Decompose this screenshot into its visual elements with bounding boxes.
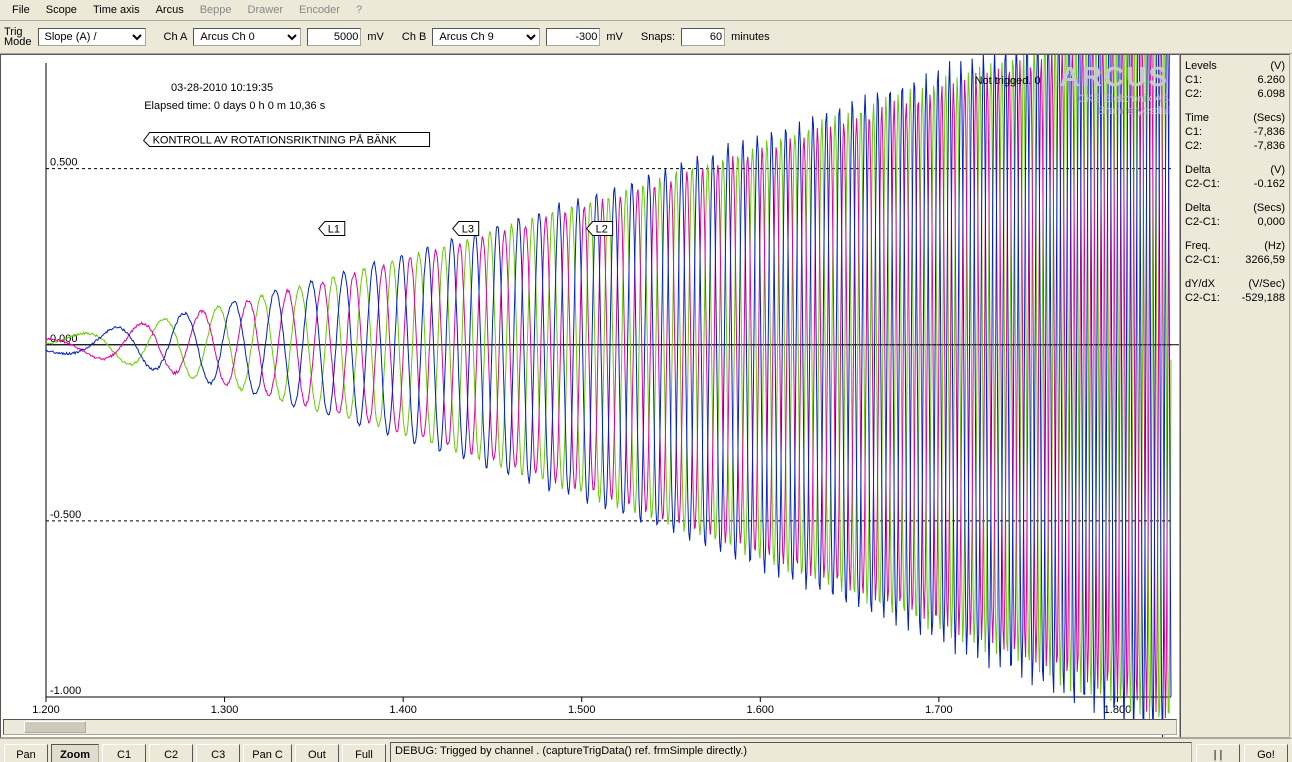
svg-text:KONTROLL AV ROTATIONSRIKTNING: KONTROLL AV ROTATIONSRIKTNING PÅ BÄNK bbox=[153, 133, 398, 146]
zoom-button[interactable]: Zoom bbox=[51, 744, 99, 762]
freq-val: 3266,59 bbox=[1245, 253, 1285, 267]
menu-beppe: Beppe bbox=[192, 2, 240, 18]
cha-select[interactable]: Arcus Ch 0 bbox=[193, 28, 301, 46]
deltas-val: 0,000 bbox=[1257, 215, 1285, 229]
menu-: ? bbox=[348, 2, 370, 18]
pan-button[interactable]: Pan bbox=[4, 744, 48, 762]
deltav-hdr: Delta bbox=[1185, 163, 1211, 177]
menu-timeaxis[interactable]: Time axis bbox=[85, 2, 148, 18]
chb-select[interactable]: Arcus Ch 9 bbox=[432, 28, 540, 46]
cha-mv-input[interactable] bbox=[307, 28, 361, 46]
svg-text:1.800: 1.800 bbox=[1104, 704, 1132, 716]
mv-unit-a: mV bbox=[367, 31, 384, 43]
freq-hdr: Freq. bbox=[1185, 239, 1211, 253]
svg-text:1.400: 1.400 bbox=[389, 704, 417, 716]
cha-label: Ch A bbox=[164, 31, 188, 43]
plot-area[interactable]: 0.5000.000-0.500-1.0001.2001.3001.4001.5… bbox=[0, 54, 1180, 738]
svg-text:0.500: 0.500 bbox=[50, 157, 78, 169]
oscilloscope-plot: 0.5000.000-0.500-1.0001.2001.3001.4001.5… bbox=[1, 55, 1179, 737]
go-button[interactable]: Go! bbox=[1244, 744, 1288, 762]
svg-text:-1.000: -1.000 bbox=[50, 685, 81, 697]
mv-unit-b: mV bbox=[606, 31, 623, 43]
c1-button[interactable]: C1 bbox=[102, 744, 146, 762]
dydx-val: -529,188 bbox=[1242, 291, 1285, 305]
svg-text:L2: L2 bbox=[596, 224, 608, 236]
time-c2: -7,836 bbox=[1254, 139, 1285, 153]
svg-text:1.600: 1.600 bbox=[747, 704, 775, 716]
horizontal-scrollbar[interactable] bbox=[3, 719, 1177, 735]
c2-button[interactable]: C2 bbox=[149, 744, 193, 762]
svg-text:Not trigged. 0: Not trigged. 0 bbox=[975, 75, 1041, 87]
pause-button[interactable]: | | bbox=[1196, 744, 1240, 762]
svg-text:1.200: 1.200 bbox=[32, 704, 60, 716]
panc-button[interactable]: Pan C bbox=[243, 744, 292, 762]
snaps-label: Snaps: bbox=[641, 31, 675, 43]
full-button[interactable]: Full bbox=[342, 744, 386, 762]
snaps-input[interactable] bbox=[681, 28, 725, 46]
levels-hdr: Levels bbox=[1185, 59, 1217, 73]
snaps-unit: minutes bbox=[731, 31, 770, 43]
status-field: DEBUG: Trigged by channel . (captureTrig… bbox=[390, 742, 1192, 762]
levels-c2: 6.098 bbox=[1257, 87, 1285, 101]
time-hdr: Time bbox=[1185, 111, 1209, 125]
toolbar: Trig Mode Slope (A) / Ch A Arcus Ch 0 mV… bbox=[0, 21, 1292, 54]
svg-text:L3: L3 bbox=[462, 224, 474, 236]
menu-arcus[interactable]: Arcus bbox=[148, 2, 192, 18]
svg-text:1.300: 1.300 bbox=[211, 704, 239, 716]
bottom-toolbar: Pan Zoom C1 C2 C3 Pan C Out Full DEBUG: … bbox=[0, 738, 1292, 762]
svg-text:03-28-2010 10:19:35: 03-28-2010 10:19:35 bbox=[171, 82, 273, 94]
levels-c1: 6.260 bbox=[1257, 73, 1285, 87]
deltas-hdr: Delta bbox=[1185, 201, 1211, 215]
menu-encoder: Encoder bbox=[291, 2, 348, 18]
menubar: FileScopeTime axisArcusBeppeDrawerEncode… bbox=[0, 0, 1292, 21]
trigmode-label: Trig Mode bbox=[4, 27, 32, 47]
svg-text:1.700: 1.700 bbox=[925, 704, 953, 716]
chb-label: Ch B bbox=[402, 31, 426, 43]
svg-text:L1: L1 bbox=[328, 224, 340, 236]
menu-drawer: Drawer bbox=[240, 2, 291, 18]
svg-text:-0.500: -0.500 bbox=[50, 509, 81, 521]
menu-scope[interactable]: Scope bbox=[38, 2, 85, 18]
deltav-val: -0.162 bbox=[1254, 177, 1285, 191]
dydx-hdr: dY/dX bbox=[1185, 277, 1215, 291]
svg-text:1.500: 1.500 bbox=[568, 704, 596, 716]
svg-text:Elapsed time: 0 days 0 h 0 m: Elapsed time: 0 days 0 h 0 m 10,36 s bbox=[144, 100, 325, 112]
chb-mv-input[interactable] bbox=[546, 28, 600, 46]
main-area: 0.5000.000-0.500-1.0001.2001.3001.4001.5… bbox=[0, 54, 1292, 738]
out-button[interactable]: Out bbox=[295, 744, 339, 762]
menu-file[interactable]: File bbox=[4, 2, 38, 18]
measurement-panel: Levels(V) C1:6.260 C2:6.098 Time(Secs) C… bbox=[1180, 54, 1290, 738]
c3-button[interactable]: C3 bbox=[196, 744, 240, 762]
trigmode-select[interactable]: Slope (A) / bbox=[38, 28, 146, 46]
time-c1: -7,836 bbox=[1254, 125, 1285, 139]
